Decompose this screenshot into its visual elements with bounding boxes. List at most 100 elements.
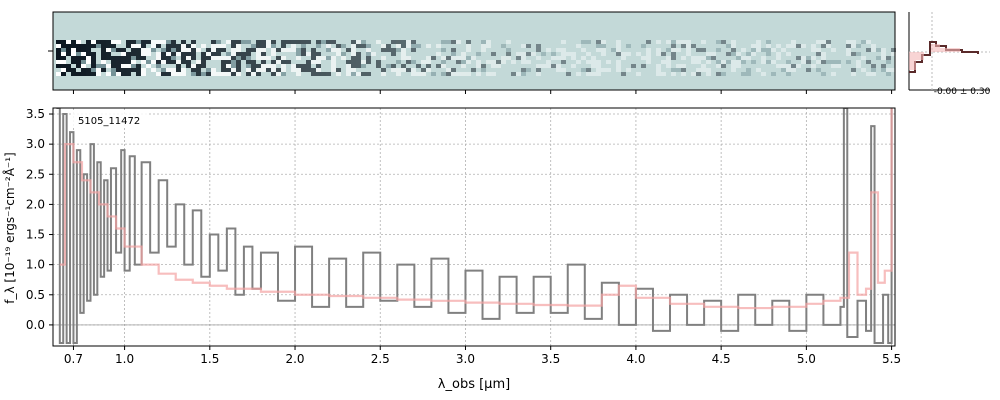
spectrum-2d-pixel [56, 44, 61, 48]
spectrum-2d-pixel [751, 60, 756, 64]
x-axis-label: λ_obs [μm] [438, 377, 510, 392]
spectrum-2d-pixel [316, 52, 321, 56]
spectrum-2d-pixel [246, 72, 251, 76]
spectrum-2d-pixel [481, 48, 486, 52]
spectrum-2d-pixel [76, 52, 81, 56]
spectrum-2d-pixel [436, 52, 441, 56]
spectrum-2d-pixel [316, 40, 321, 44]
spectrum-2d-pixel [141, 40, 146, 44]
spectrum-2d-pixel [486, 60, 491, 64]
spectrum-2d-pixel [206, 72, 211, 76]
spectrum-2d-pixel [701, 48, 706, 52]
spectrum-2d-pixel [431, 56, 436, 60]
spectrum-2d-pixel [271, 64, 276, 68]
spectrum-2d-pixel [411, 44, 416, 48]
spectrum-2d-pixel [551, 52, 556, 56]
spectrum-2d-pixel [316, 44, 321, 48]
spectrum-2d-pixel [236, 40, 241, 44]
spectrum-2d-pixel [356, 72, 361, 76]
spectrum-2d-pixel [296, 64, 301, 68]
spectrum-2d-pixel [821, 52, 826, 56]
spectrum-2d-pixel [56, 40, 61, 44]
spectrum-2d-pixel [671, 72, 676, 76]
spectrum-2d-pixel [151, 40, 156, 44]
spectrum-2d-pixel [346, 60, 351, 64]
spectrum-2d-pixel [536, 68, 541, 72]
spectrum-2d-pixel [311, 60, 316, 64]
spectrum-2d-pixel [206, 52, 211, 56]
spectrum-2d-pixel [786, 68, 791, 72]
spectrum-2d-pixel [576, 60, 581, 64]
spectrum-2d-pixel [191, 44, 196, 48]
spectrum-2d-pixel [556, 48, 561, 52]
spectrum-2d-pixel [246, 40, 251, 44]
spectrum-2d-pixel [156, 56, 161, 60]
spectrum-2d-pixel [296, 52, 301, 56]
spectrum-2d-pixel [856, 44, 861, 48]
spectrum-2d-pixel [141, 44, 146, 48]
spectrum-2d-pixel [401, 64, 406, 68]
spectrum-2d-pixel [726, 52, 731, 56]
spectrum-2d-pixel [101, 48, 106, 52]
spectrum-2d-pixel [151, 48, 156, 52]
spectrum-2d-pixel [256, 40, 261, 44]
spectrum-2d-pixel [381, 68, 386, 72]
spectrum-2d-pixel [311, 48, 316, 52]
spectrum-2d-pixel [426, 68, 431, 72]
spectrum-2d-pixel [401, 48, 406, 52]
spectrum-2d-pixel [176, 72, 181, 76]
spectrum-2d-pixel [131, 56, 136, 60]
spectrum-2d-pixel [211, 40, 216, 44]
spectrum-2d-pixel [181, 56, 186, 60]
spectrum-2d-pixel [326, 44, 331, 48]
spectrum-2d-pixel [96, 44, 101, 48]
spectrum-2d-pixel [501, 56, 506, 60]
spectrum-2d-pixel [361, 64, 366, 68]
spectrum-2d-pixel [831, 48, 836, 52]
spectrum-2d-pixel [56, 72, 61, 76]
spectrum-2d-pixel [881, 68, 886, 72]
spectrum-2d-pixel [861, 56, 866, 60]
spectrum-2d-pixel [166, 40, 171, 44]
spectrum-2d-pixel [851, 52, 856, 56]
spectrum-2d-pixel [581, 56, 586, 60]
y-tick-label: 2.5 [26, 167, 45, 181]
spectrum-2d-pixel [366, 56, 371, 60]
x-tick-label: 2.5 [371, 352, 390, 366]
spectrum-2d-pixel [261, 60, 266, 64]
spectrum-2d-pixel [456, 60, 461, 64]
spectrum-2d-pixel [136, 48, 141, 52]
spectrum-2d-pixel [61, 68, 66, 72]
spectrum-2d-pixel [866, 72, 871, 76]
spectrum-2d-pixel [571, 52, 576, 56]
spectrum-2d-pixel [321, 56, 326, 60]
histogram-panel: -0.00 ± 0.30 [908, 12, 991, 97]
spectrum-2d-pixel [226, 52, 231, 56]
spectrum-2d-pixel [76, 40, 81, 44]
spectrum-2d-pixel [326, 72, 331, 76]
spectrum-2d-pixel [671, 40, 676, 44]
spectrum-2d-pixel [76, 60, 81, 64]
spectrum-2d-pixel [481, 64, 486, 68]
spectrum-2d-pixel [191, 64, 196, 68]
spectrum-2d-pixel [246, 56, 251, 60]
spectrum-2d-pixel [576, 44, 581, 48]
spectrum-2d-pixel [646, 52, 651, 56]
spectrum-2d-pixel [756, 44, 761, 48]
spectrum-2d-pixel [301, 64, 306, 68]
spectrum-2d-pixel [111, 44, 116, 48]
spectrum-2d-pixel [221, 68, 226, 72]
spectrum-2d-pixel [116, 68, 121, 72]
spectrum-2d-pixel [766, 48, 771, 52]
spectrum-2d-pixel [176, 48, 181, 52]
spectrum-2d-pixel [346, 48, 351, 52]
spectrum-2d-pixel [636, 72, 641, 76]
spectrum-2d-pixel [181, 72, 186, 76]
spectrum-2d-pixel [546, 48, 551, 52]
spectrum-2d-pixel [586, 60, 591, 64]
spectrum-2d-pixel [216, 72, 221, 76]
spectrum-2d-pixel [846, 60, 851, 64]
spectrum-2d-pixel [196, 48, 201, 52]
spectrum-2d-pixel [676, 68, 681, 72]
spectrum-2d-pixel [521, 60, 526, 64]
